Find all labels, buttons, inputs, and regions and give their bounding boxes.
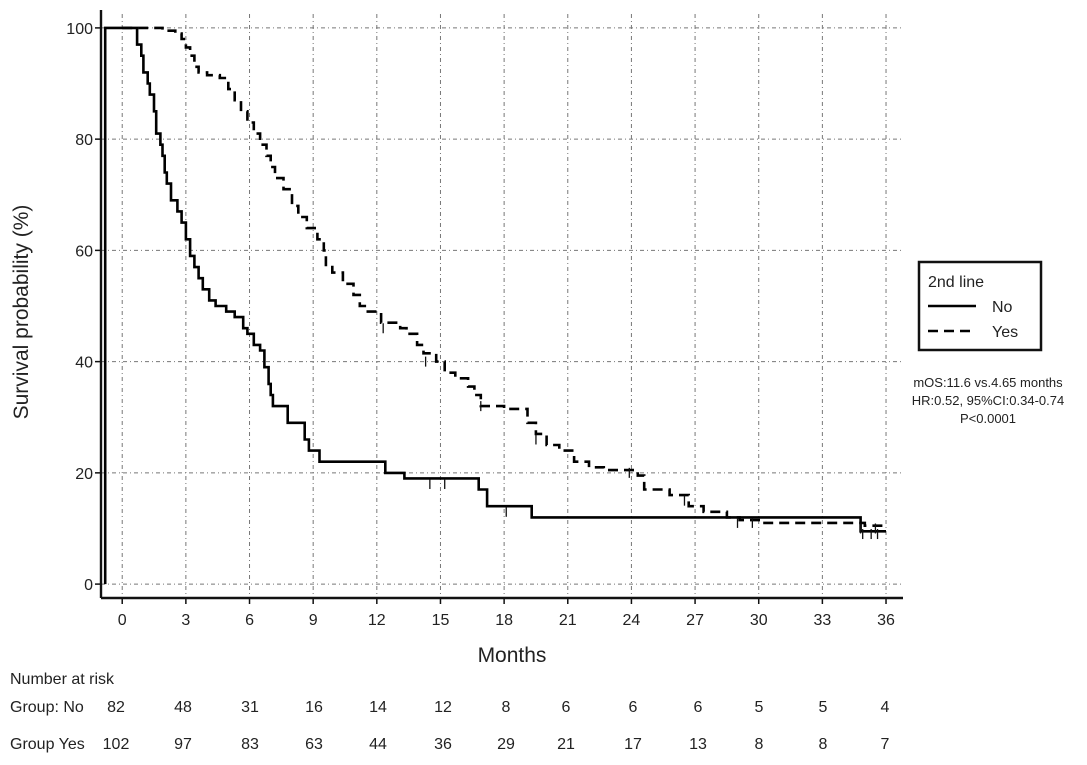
x-tick-label: 30: [750, 612, 768, 629]
risk-value-yes: 102: [103, 736, 130, 753]
annotation-mos: mOS:11.6 vs.4.65 months: [913, 375, 1063, 390]
risk-value-yes: 63: [305, 736, 323, 753]
risk-value-yes: 83: [241, 736, 259, 753]
y-axis-label: Survival probability (%): [10, 205, 33, 420]
risk-table: Number at risk Group: No Group Yes 82 48 3…: [10, 671, 890, 753]
x-tick-label: 33: [813, 612, 831, 629]
y-tick-label: 100: [66, 21, 93, 38]
x-tick-label: 27: [686, 612, 704, 629]
risk-value-no: 6: [562, 699, 571, 716]
x-tick-label: 9: [309, 612, 318, 629]
risk-value-no: 12: [434, 699, 452, 716]
annotation-hr: HR:0.52, 95%CI:0.34-0.74: [912, 393, 1064, 408]
risk-values: 82 48 31 16 14 12 8 6 6 6 5 5 4 102 97 83 63 44 36 29 21 17 13…: [103, 699, 890, 753]
risk-value-no: 4: [881, 699, 890, 716]
gridlines: [101, 14, 903, 598]
risk-value-no: 82: [107, 699, 125, 716]
risk-value-yes: 7: [881, 736, 890, 753]
x-tick-label: 12: [368, 612, 386, 629]
risk-value-yes: 8: [755, 736, 764, 753]
risk-value-yes: 17: [624, 736, 642, 753]
risk-value-yes: 44: [369, 736, 387, 753]
risk-value-no: 8: [502, 699, 511, 716]
legend-label-yes: Yes: [992, 324, 1018, 341]
risk-table-heading: Number at risk: [10, 671, 115, 688]
y-tick-label: 20: [75, 466, 93, 483]
risk-value-no: 5: [755, 699, 764, 716]
x-tick-label: 15: [432, 612, 450, 629]
risk-value-yes: 36: [434, 736, 452, 753]
x-tick-label: 3: [181, 612, 190, 629]
risk-row-label-yes: Group Yes: [10, 736, 85, 753]
risk-value-yes: 21: [557, 736, 575, 753]
risk-value-no: 31: [241, 699, 259, 716]
km-curve-no: [103, 26, 886, 585]
x-axis-label: Months: [478, 644, 547, 667]
y-tick-label: 60: [75, 243, 93, 260]
risk-value-yes: 13: [689, 736, 707, 753]
legend-title: 2nd line: [928, 274, 984, 291]
km-curve-yes: [122, 26, 886, 527]
risk-row-label-no: Group: No: [10, 699, 84, 716]
x-tick-label: 6: [245, 612, 254, 629]
y-tick-label: 80: [75, 132, 93, 149]
risk-value-no: 6: [694, 699, 703, 716]
stats-annotation: mOS:11.6 vs.4.65 months HR:0.52, 95%CI:0…: [912, 375, 1064, 426]
survival-curves: [103, 26, 886, 585]
risk-value-no: 48: [174, 699, 192, 716]
risk-value-yes: 29: [497, 736, 515, 753]
risk-value-no: 14: [369, 699, 387, 716]
risk-value-yes: 8: [819, 736, 828, 753]
legend-label-no: No: [992, 299, 1013, 316]
risk-value-no: 5: [819, 699, 828, 716]
x-tick-label: 0: [118, 612, 127, 629]
x-tick-label: 36: [877, 612, 895, 629]
annotation-p: P<0.0001: [960, 411, 1016, 426]
axes: [95, 10, 903, 604]
x-tick-label: 21: [559, 612, 577, 629]
legend: 2nd line No Yes: [917, 260, 1043, 352]
y-tick-label: 0: [84, 577, 93, 594]
x-tick-label: 18: [495, 612, 513, 629]
y-tick-label: 40: [75, 355, 93, 372]
risk-value-no: 16: [305, 699, 323, 716]
risk-value-yes: 97: [174, 736, 192, 753]
x-tick-label: 24: [623, 612, 641, 629]
risk-value-no: 6: [629, 699, 638, 716]
